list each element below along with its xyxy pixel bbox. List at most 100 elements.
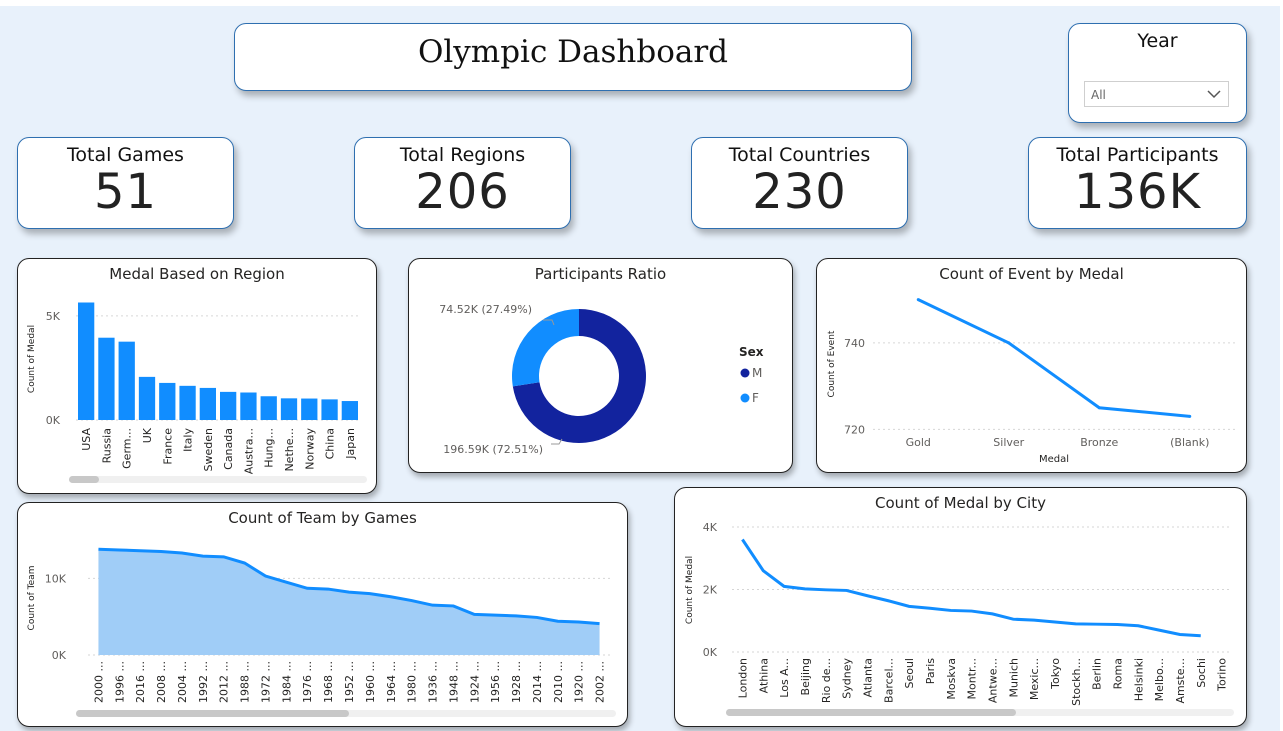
x-tick-label: Moskva — [945, 658, 958, 700]
legend-marker — [740, 368, 750, 378]
data-point — [1188, 414, 1192, 418]
series-line — [98, 547, 600, 626]
y-axis-label: Count of Event — [827, 330, 837, 397]
x-tick-label: 1988 ... — [239, 661, 252, 703]
legend-label: M — [752, 366, 762, 380]
y-tick-label: 4K — [703, 521, 718, 534]
kpi-label: Total Games — [67, 144, 184, 166]
kpi-value: 206 — [415, 164, 510, 220]
x-tick-label: Stockh... — [1070, 658, 1083, 706]
year-dropdown-value: All — [1091, 88, 1106, 102]
bar — [341, 401, 358, 420]
y-axis-label: Count of Team — [27, 566, 37, 631]
chart-title: Participants Ratio — [534, 265, 667, 283]
y-tick-label: 0K — [52, 649, 67, 662]
pie-slice — [512, 309, 579, 387]
x-axis-label: Medal — [1039, 454, 1069, 465]
bar — [179, 385, 196, 420]
year-slicer[interactable]: Year All — [1068, 23, 1247, 123]
legend-marker — [740, 393, 750, 403]
x-tick-label: Silver — [993, 436, 1024, 449]
x-tick-label: 2000 ... — [92, 661, 105, 703]
team-games-chart: 0K 10K Count of Team 2000 ... 1996 ... 2016 .… — [27, 547, 616, 717]
x-tick-label: 1956 ... — [489, 661, 502, 703]
x-tick-label: Sweden — [202, 428, 215, 471]
x-tick-label: London — [736, 658, 749, 698]
page-title: Olympic Dashboard — [417, 34, 729, 70]
bar — [98, 337, 115, 420]
medal-region-chart: 0K 5K Count of Medal USA Russia Germ... UK Fran… — [27, 302, 367, 483]
slicer-label: Year — [1137, 30, 1178, 52]
team-games-panel: Count of Team by Games 0K 10K Count of Tea… — [17, 502, 628, 727]
bar — [159, 382, 176, 420]
x-tick-label: 1968 ... — [322, 661, 335, 703]
x-tick-label: Torino — [1216, 658, 1229, 692]
scrollbar-thumb — [726, 709, 1016, 716]
x-tick-label: Montr... — [966, 658, 979, 700]
scrollbar-thumb — [76, 710, 349, 717]
chart-title: Medal Based on Region — [109, 265, 285, 283]
y-axis-label: Count of Medal — [685, 556, 695, 624]
x-tick-label: Norway — [303, 428, 316, 470]
y-tick-label: 10K — [45, 572, 67, 585]
x-tick-label: 1972 ... — [259, 661, 272, 703]
x-tick-label: 2010 ... — [552, 661, 565, 703]
x-tick-label: USA — [80, 428, 93, 451]
area-fill — [98, 549, 600, 655]
x-tick-label: 1936 ... — [427, 661, 440, 703]
x-tick-label: Nethe... — [283, 428, 296, 472]
bar — [321, 399, 338, 420]
medal-region-panel: Medal Based on Region 0K 5K Count of Medal… — [17, 258, 377, 494]
x-tick-label: 2002 ... — [594, 661, 607, 703]
medal-city-panel: Count of Medal by City 0K 2K 4K Count of Me… — [674, 487, 1247, 727]
x-tick-label: 2008 ... — [155, 661, 168, 703]
x-tick-label: (Blank) — [1170, 436, 1209, 449]
x-tick-label: Los A... — [778, 658, 791, 698]
dashboard-title-card: Olympic Dashboard — [234, 23, 912, 91]
year-dropdown[interactable]: All — [1084, 81, 1229, 107]
x-tick-label: Beijing — [799, 658, 812, 695]
chart-title: Count of Event by Medal — [939, 265, 1124, 283]
data-label: 74.52K (27.49%) — [439, 303, 532, 316]
x-tick-label: 1996 ... — [113, 661, 126, 703]
x-tick-label: Tokyo — [1049, 658, 1062, 690]
x-tick-label: Munich — [1007, 658, 1020, 698]
legend-title: Sex — [739, 345, 764, 359]
x-tick-label: Helsinki — [1132, 658, 1145, 701]
x-tick-label: 1952 ... — [343, 661, 356, 703]
y-tick-label: 5K — [46, 310, 61, 323]
x-tick-label: 1948 ... — [447, 661, 460, 703]
bar — [260, 396, 277, 420]
x-tick-label: 2004 ... — [176, 661, 189, 703]
kpi-label: Total Regions — [399, 144, 526, 166]
bar — [78, 302, 95, 420]
x-tick-label: 1976 ... — [301, 661, 314, 703]
label-leader — [551, 438, 563, 445]
x-tick-label: 1964 ... — [385, 661, 398, 703]
y-axis-label: Count of Medal — [27, 325, 37, 393]
x-tick-label: 1960 ... — [364, 661, 377, 703]
x-tick-label: UK — [141, 427, 154, 443]
y-tick-label: 2K — [703, 584, 718, 597]
x-tick-label: Germ... — [121, 428, 134, 469]
y-tick-label: 720 — [844, 423, 865, 436]
kpi-total-regions: Total Regions 206 — [354, 137, 571, 229]
x-tick-label: Sydney — [841, 658, 854, 699]
data-point — [1007, 341, 1011, 345]
legend-label: F — [752, 391, 759, 405]
kpi-label: Total Countries — [728, 144, 871, 166]
x-tick-label: 1928 ... — [510, 661, 523, 703]
participants-ratio-panel: Participants Ratio 74.52K (27.49%) 196.59… — [408, 258, 793, 473]
x-tick-label: Canada — [222, 428, 235, 470]
kpi-total-participants: Total Participants 136K — [1028, 137, 1247, 229]
chevron-down-icon — [1207, 90, 1221, 99]
kpi-total-countries: Total Countries 230 — [691, 137, 908, 229]
label-leader — [543, 319, 555, 326]
x-tick-label: 2012 ... — [218, 661, 231, 703]
scrollbar-thumb — [69, 476, 99, 483]
kpi-label: Total Participants — [1056, 144, 1219, 166]
chart-title: Count of Team by Games — [228, 509, 417, 527]
x-tick-label: Bronze — [1080, 436, 1118, 449]
x-tick-label: Athina — [757, 658, 770, 693]
data-point — [916, 298, 920, 302]
